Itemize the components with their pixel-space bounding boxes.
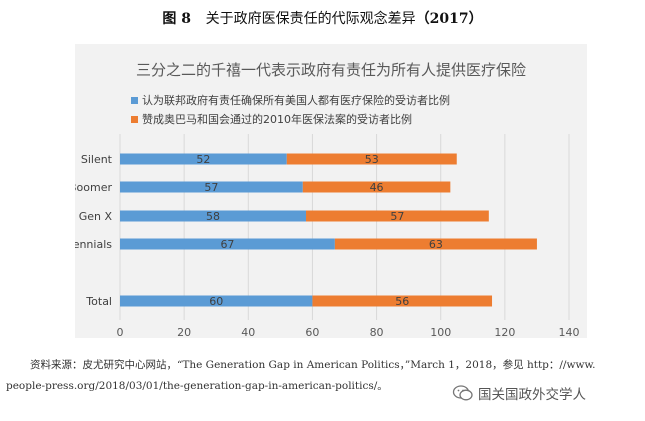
bar-segment bbox=[334, 238, 537, 250]
bar-segment bbox=[120, 238, 335, 250]
legend-label: 认为联邦政府有责任确保所有美国人都有医疗保险的受访者比例 bbox=[142, 93, 450, 107]
data-label: 60 bbox=[209, 295, 223, 308]
bar-segment bbox=[120, 181, 303, 193]
category-label: Gen X bbox=[79, 210, 113, 223]
data-label: 53 bbox=[365, 153, 379, 166]
bar-segment bbox=[286, 153, 457, 165]
data-label: 57 bbox=[204, 181, 218, 194]
legend: 认为联邦政府有责任确保所有美国人都有医疗保险的受访者比例赞成奥巴马和国会通过的2… bbox=[131, 93, 450, 126]
watermark: 国关国政外交学人 bbox=[452, 383, 586, 403]
legend-swatch bbox=[131, 116, 138, 123]
category-label: Silent bbox=[81, 153, 113, 166]
bar-segment bbox=[302, 181, 451, 193]
bar-segment bbox=[120, 153, 287, 165]
figure-caption: 关于政府医保责任的代际观念差异 bbox=[205, 11, 416, 27]
wechat-icon bbox=[452, 385, 473, 401]
x-tick-label: 120 bbox=[494, 326, 515, 338]
x-tick-label: 0 bbox=[117, 326, 124, 338]
data-label: 63 bbox=[429, 238, 443, 251]
category-label: Boomer bbox=[75, 181, 112, 194]
x-tick-label: 40 bbox=[241, 326, 255, 338]
data-label: 56 bbox=[395, 295, 409, 308]
x-tick-label: 100 bbox=[430, 326, 451, 338]
figure-number: 图 8 bbox=[162, 11, 192, 27]
bar-segment bbox=[120, 210, 307, 222]
source-line-1: 资料来源：皮尤研究中心网站，“The Generation Gap in Ame… bbox=[30, 359, 596, 371]
bar-segment bbox=[312, 295, 493, 307]
x-tick-labels: 0 20 40 60 80 100 120 140 bbox=[117, 326, 580, 338]
data-label: 46 bbox=[370, 181, 384, 194]
x-tick-label: 80 bbox=[370, 326, 384, 338]
data-label: 52 bbox=[196, 153, 210, 166]
x-tick-label: 140 bbox=[559, 326, 580, 338]
chart-title: 三分之二的千禧一代表示政府有责任为所有人提供医疗保险 bbox=[136, 61, 526, 79]
figure-year: （2017） bbox=[415, 11, 483, 27]
legend-swatch bbox=[131, 97, 138, 104]
bar-chart: 三分之二的千禧一代表示政府有责任为所有人提供医疗保险 认为联邦政府有责任确保所有… bbox=[75, 61, 580, 338]
category-labels: Silent Boomer Gen X Millennials Total bbox=[75, 153, 113, 308]
figure-title: 图 8 关于政府医保责任的代际观念差异（2017） bbox=[0, 8, 645, 28]
source-line-2: people-press.org/2018/03/01/the-generati… bbox=[6, 380, 388, 392]
watermark-text: 国关国政外交学人 bbox=[478, 387, 586, 403]
bars: 52 53 57 46 58 57 67 63 60 56 bbox=[120, 153, 537, 308]
x-tick-label: 20 bbox=[177, 326, 191, 338]
data-label: 57 bbox=[390, 210, 404, 223]
data-label: 58 bbox=[206, 210, 220, 223]
data-label: 67 bbox=[220, 238, 234, 251]
category-label: Millennials bbox=[75, 238, 112, 251]
bar-segment bbox=[306, 210, 489, 222]
x-tick-label: 60 bbox=[305, 326, 319, 338]
category-label: Total bbox=[85, 295, 112, 308]
source-note: 资料来源：皮尤研究中心网站，“The Generation Gap in Ame… bbox=[6, 355, 630, 397]
legend-label: 赞成奥巴马和国会通过的2010年医保法案的受访者比例 bbox=[142, 112, 412, 126]
chart-panel: 三分之二的千禧一代表示政府有责任为所有人提供医疗保险 认为联邦政府有责任确保所有… bbox=[75, 44, 587, 338]
bar-segment bbox=[120, 295, 313, 307]
gridlines bbox=[119, 134, 570, 320]
